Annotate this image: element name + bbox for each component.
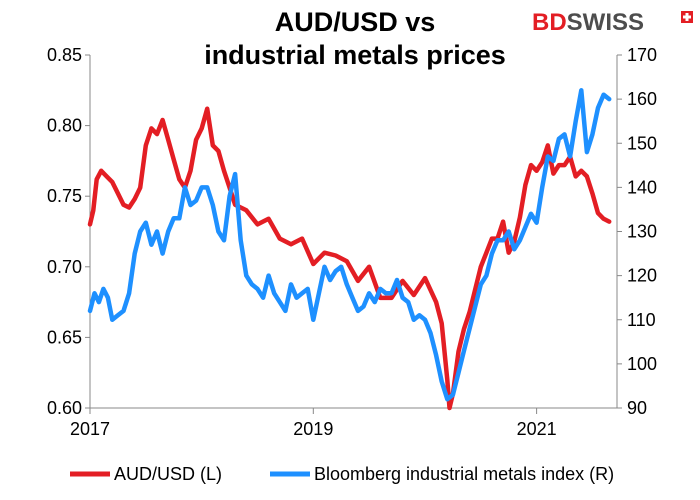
legend: AUD/USD (L) Bloomberg industrial metals … xyxy=(70,464,614,484)
right-tick-label: 170 xyxy=(627,45,657,65)
right-tick-label: 90 xyxy=(627,398,647,418)
chart-title-line-2: industrial metals prices xyxy=(204,40,506,70)
right-tick-label: 110 xyxy=(627,310,656,330)
right-tick-label: 100 xyxy=(627,354,657,374)
series-line-aud-usd xyxy=(87,106,612,411)
x-tick-label: 2019 xyxy=(293,419,333,439)
left-tick-label: 0.65 xyxy=(47,327,82,347)
right-tick-label: 140 xyxy=(627,177,657,197)
logo-swiss: SWISS xyxy=(567,9,644,36)
left-tick-label: 0.70 xyxy=(47,257,82,277)
right-tick-label: 130 xyxy=(627,222,657,242)
legend-label-metals: Bloomberg industrial metals index (R) xyxy=(314,464,614,484)
bdswiss-logo: BDSWISS xyxy=(532,9,693,36)
legend-label-aud: AUD/USD (L) xyxy=(114,464,222,484)
right-tick-label: 120 xyxy=(627,266,657,286)
left-tick-label: 0.80 xyxy=(47,116,82,136)
logo-bd: BD xyxy=(532,9,567,36)
left-tick-label: 0.60 xyxy=(47,398,82,418)
x-axis-ticks: 2017 2019 2021 xyxy=(70,408,557,439)
x-tick-label: 2021 xyxy=(517,419,557,439)
right-axis-ticks: 90 100 110 120 130 140 150 160 170 xyxy=(617,45,657,418)
right-tick-label: 150 xyxy=(627,133,657,153)
x-tick-label: 2017 xyxy=(70,419,110,439)
svg-text:BDSWISS: BDSWISS xyxy=(532,9,644,36)
left-axis-ticks: 0.60 0.65 0.70 0.75 0.80 0.85 xyxy=(47,45,90,418)
series-lines xyxy=(87,88,612,411)
series-line-metals-index xyxy=(87,88,612,402)
logo-swiss-cross-icon xyxy=(681,11,693,23)
left-tick-label: 0.85 xyxy=(47,45,82,65)
right-tick-label: 160 xyxy=(627,89,657,109)
chart-title-line-1: AUD/USD vs xyxy=(275,7,436,37)
left-tick-label: 0.75 xyxy=(47,186,82,206)
